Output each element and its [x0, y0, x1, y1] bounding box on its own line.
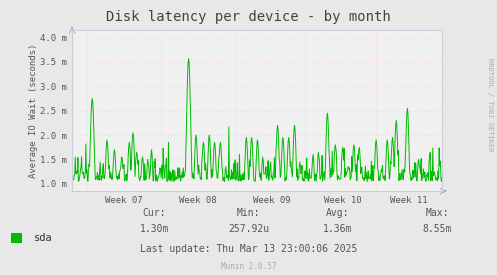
Text: 1.36m: 1.36m [323, 224, 353, 234]
Text: 257.92u: 257.92u [228, 224, 269, 234]
Text: RRDTOOL / TOBI OETIKER: RRDTOOL / TOBI OETIKER [487, 58, 493, 151]
Text: 1.30m: 1.30m [139, 224, 169, 234]
Text: Disk latency per device - by month: Disk latency per device - by month [106, 10, 391, 24]
Text: 8.55m: 8.55m [422, 224, 452, 234]
Text: Avg:: Avg: [326, 208, 350, 218]
Text: Max:: Max: [425, 208, 449, 218]
Text: Munin 2.0.57: Munin 2.0.57 [221, 262, 276, 271]
Text: sda: sda [34, 233, 53, 243]
Y-axis label: Average IO Wait (seconds): Average IO Wait (seconds) [28, 43, 38, 178]
Text: Last update: Thu Mar 13 23:00:06 2025: Last update: Thu Mar 13 23:00:06 2025 [140, 244, 357, 254]
Text: Cur:: Cur: [142, 208, 166, 218]
Text: Min:: Min: [237, 208, 260, 218]
